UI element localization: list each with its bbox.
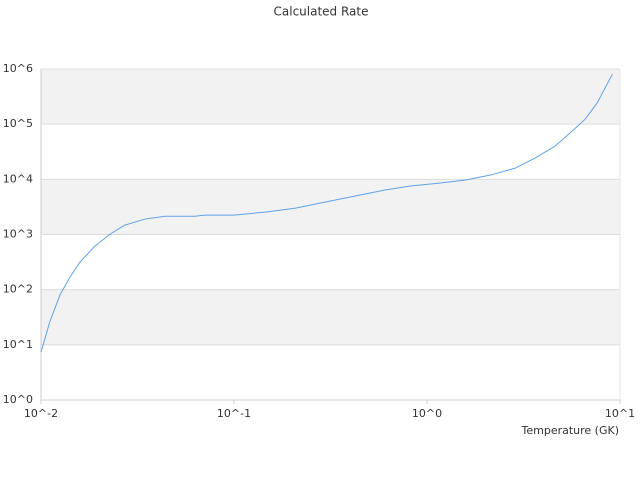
x-axis-label: Temperature (GK) xyxy=(521,424,620,437)
y-tick-label: 10^6 xyxy=(3,62,33,75)
y-tick-label: 10^0 xyxy=(3,393,33,406)
x-tick-label: 10^-1 xyxy=(217,407,251,420)
x-tick-label: 10^1 xyxy=(605,407,635,420)
x-tick-label: 10^0 xyxy=(412,407,442,420)
data-line xyxy=(40,73,613,353)
y-tick-label: 10^3 xyxy=(3,228,33,241)
y-tick-label: 10^2 xyxy=(3,283,33,296)
grid-band xyxy=(41,69,620,125)
y-tick-label: 10^5 xyxy=(3,117,33,130)
y-tick-label: 10^4 xyxy=(3,172,33,185)
grid-band xyxy=(41,289,620,345)
chart-title: Calculated Rate xyxy=(274,5,369,19)
grid-band xyxy=(41,179,620,235)
x-tick-label: 10^-2 xyxy=(24,407,58,420)
y-tick-label: 10^1 xyxy=(3,338,33,351)
